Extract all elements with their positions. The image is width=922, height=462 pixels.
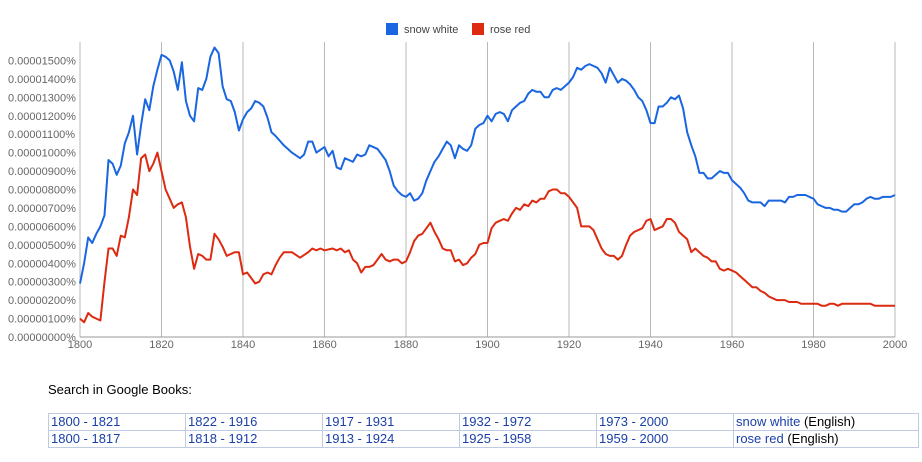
range-cell: 1973 - 2000 — [596, 413, 734, 431]
term-link[interactable]: rose red — [736, 431, 784, 446]
range-link[interactable]: 1932 - 1972 — [462, 414, 532, 429]
range-link[interactable]: 1959 - 2000 — [599, 431, 669, 446]
y-tick-label: 0.00001300% — [8, 92, 76, 104]
y-tick-label: 0.00000900% — [8, 166, 76, 178]
series-line-snow-white — [79, 46, 896, 284]
range-link[interactable]: 1925 - 1958 — [462, 431, 532, 446]
search-title: Search in Google Books: — [48, 382, 192, 397]
y-tick-label: 0.00001400% — [8, 74, 76, 86]
language-label: (English) — [803, 414, 856, 429]
x-tick-label: 1940 — [638, 339, 662, 351]
y-tick-label: 0.00000100% — [8, 314, 76, 326]
x-tick-label: 1840 — [231, 339, 255, 351]
range-cell: 1932 - 1972 — [459, 413, 597, 431]
term-cell: rose red (English) — [733, 430, 919, 448]
y-tick-label: 0.00000300% — [8, 277, 76, 289]
range-cell: 1917 - 1931 — [322, 413, 460, 431]
y-tick-label: 0.00000200% — [8, 295, 76, 307]
y-tick-label: 0.00000500% — [8, 240, 76, 252]
x-tick-label: 1980 — [801, 339, 825, 351]
table-row: 1800 - 1817 1818 - 1912 1913 - 1924 1925… — [48, 430, 919, 448]
legend-label: rose red — [490, 24, 530, 36]
y-tick-label: 0.00000600% — [8, 221, 76, 233]
y-axis: 0.00000000% 0.00000100% 0.00000200% 0.00000… — [8, 55, 76, 344]
range-link[interactable]: 1800 - 1821 — [51, 414, 121, 429]
x-tick-label: 1820 — [149, 339, 173, 351]
y-tick-label: 0.00000800% — [8, 185, 76, 197]
x-tick-label: 1920 — [557, 339, 581, 351]
range-cell: 1800 - 1821 — [48, 413, 186, 431]
x-axis: 1800 1820 1840 1860 1880 1900 1920 1940 1960 1980… — [68, 339, 907, 351]
y-tick-label: 0.00000000% — [8, 332, 76, 344]
legend: snow white rose red — [386, 23, 530, 36]
range-link[interactable]: 1973 - 2000 — [599, 414, 669, 429]
table-row: 1800 - 1821 1822 - 1916 1917 - 1931 1932… — [48, 413, 919, 431]
range-cell: 1925 - 1958 — [459, 430, 597, 448]
term-cell: snow white (English) — [733, 413, 919, 431]
range-cell: 1800 - 1817 — [48, 430, 186, 448]
range-link[interactable]: 1822 - 1916 — [188, 414, 258, 429]
legend-swatch — [472, 23, 484, 35]
x-tick-label: 1800 — [68, 339, 92, 351]
y-tick-label: 0.00001200% — [8, 111, 76, 123]
range-cell: 1822 - 1916 — [185, 413, 323, 431]
google-books-ranges: 1800 - 1821 1822 - 1916 1917 - 1931 1932… — [48, 413, 919, 448]
x-tick-label: 2000 — [883, 339, 907, 351]
range-link[interactable]: 1818 - 1912 — [188, 431, 258, 446]
range-cell: 1959 - 2000 — [596, 430, 734, 448]
grid — [79, 42, 896, 338]
ngram-chart: 0.00000000% 0.00000100% 0.00000200% 0.00000… — [8, 23, 907, 351]
legend-label: snow white — [404, 24, 458, 36]
series-lines — [79, 46, 896, 324]
range-link[interactable]: 1800 - 1817 — [51, 431, 121, 446]
y-tick-label: 0.00001500% — [8, 55, 76, 67]
range-link[interactable]: 1913 - 1924 — [325, 431, 395, 446]
range-link[interactable]: 1917 - 1931 — [325, 414, 395, 429]
y-tick-label: 0.00001000% — [8, 148, 76, 160]
range-cell: 1913 - 1924 — [322, 430, 460, 448]
y-tick-label: 0.00001100% — [8, 129, 75, 141]
series-line-rose-red — [79, 151, 895, 324]
legend-swatch — [386, 23, 398, 35]
term-link[interactable]: snow white — [736, 414, 801, 429]
x-tick-label: 1900 — [475, 339, 499, 351]
x-tick-label: 1860 — [312, 339, 336, 351]
y-tick-label: 0.00000400% — [8, 258, 76, 270]
range-cell: 1818 - 1912 — [185, 430, 323, 448]
x-tick-label: 1880 — [394, 339, 418, 351]
x-tick-label: 1960 — [720, 339, 744, 351]
y-tick-label: 0.00000700% — [8, 203, 76, 215]
language-label: (English) — [787, 431, 839, 446]
